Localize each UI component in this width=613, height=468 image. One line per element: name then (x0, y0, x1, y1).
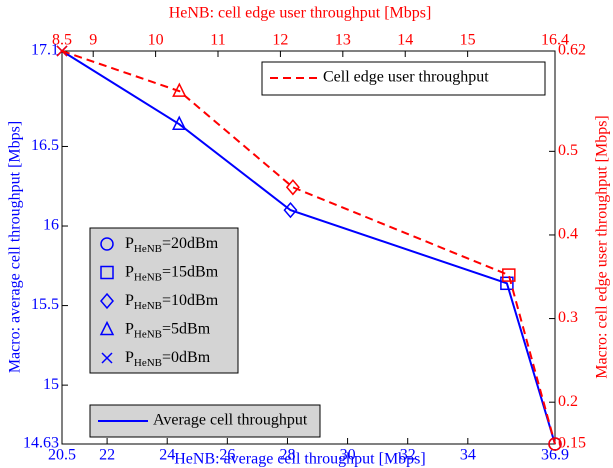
y-tick-label: 16.5 (31, 137, 59, 154)
y-axis-label: Macro: average cell throughput [Mbps] (7, 121, 24, 373)
legend-label-sub: HeNB (134, 243, 162, 255)
x2-tick-label: 14 (397, 32, 413, 49)
x2-tick-label: 9 (89, 32, 97, 49)
legend-label-base: P (125, 320, 134, 337)
legend-label-sub: HeNB (134, 300, 162, 312)
x-axis-label: HeNB: average cell throughput [Mbps] (174, 451, 425, 468)
y2-axis-label: Macro: cell edge user throughput [Mbps] (594, 115, 611, 378)
marker (100, 237, 114, 251)
y2-tick-label: 0.5 (558, 142, 578, 159)
legend-label: PHeNB=0dBm (125, 349, 211, 369)
marker (100, 292, 114, 310)
marker (100, 265, 114, 280)
legend-label-rest: =20dBm (162, 235, 219, 252)
x2-tick-label: 10 (148, 32, 164, 49)
marker (172, 115, 187, 130)
x-tick-label: 30 (340, 447, 356, 464)
y2-tick-label: 0.3 (558, 309, 578, 326)
y2-tick-label: 0.2 (558, 393, 578, 410)
x-tick-label: 26 (219, 447, 235, 464)
marker (99, 320, 115, 336)
x-tick-label: 24 (159, 447, 175, 464)
legend-label: PHeNB=20dBm (125, 235, 219, 255)
x-tick-label: 28 (279, 447, 295, 464)
x-tick-label: 32 (400, 447, 416, 464)
legend-label: PHeNB=5dBm (125, 320, 211, 340)
marker (56, 45, 68, 57)
y-tick-label: 17.1 (31, 42, 59, 59)
legend-label-rest: =10dBm (162, 292, 219, 309)
series-line (61, 50, 556, 445)
x2-tick-label: 11 (210, 32, 225, 49)
y-tick-label: 16 (43, 217, 59, 234)
legend-label-rest: =5dBm (162, 320, 211, 337)
x-tick-label: 22 (99, 447, 115, 464)
marker (283, 201, 298, 219)
legend-label-rest: =0dBm (162, 349, 211, 366)
legend-label-base: P (125, 235, 134, 252)
legend-label-base: P (125, 263, 134, 280)
x2-axis-label: HeNB: cell edge user throughput [Mbps] (169, 5, 432, 22)
legend-box (89, 227, 239, 374)
legend-label-sub: HeNB (134, 328, 162, 340)
legend-label: Average cell throughput (153, 412, 308, 429)
legend-label: Cell edge user throughput (323, 69, 489, 86)
marker (502, 268, 516, 282)
x2-tick-label: 12 (272, 32, 288, 49)
x2-tick-label: 16.4 (541, 32, 569, 49)
legend-label-sub: HeNB (134, 271, 162, 283)
legend-label-rest: =15dBm (162, 263, 219, 280)
series-line (61, 50, 556, 445)
x-tick-label: 20.5 (48, 447, 76, 464)
marker (101, 352, 113, 364)
legend-label: PHeNB=10dBm (125, 292, 219, 312)
y2-tick-label: 0.15 (558, 435, 586, 452)
legend-label-sub: HeNB (134, 357, 162, 369)
legend-label-base: P (125, 349, 134, 366)
x-tick-label: 36.9 (541, 447, 569, 464)
marker (500, 276, 514, 291)
y2-tick-label: 0.62 (558, 42, 586, 59)
x2-tick-label: 8.5 (52, 32, 72, 49)
legend-label-base: P (125, 292, 134, 309)
y-tick-label: 15.5 (31, 296, 59, 313)
x-tick-label: 34 (460, 447, 476, 464)
marker (172, 82, 187, 97)
y-tick-label: 15 (43, 376, 59, 393)
y2-tick-label: 0.4 (558, 226, 578, 243)
x2-tick-label: 13 (335, 32, 351, 49)
x2-tick-label: 15 (460, 32, 476, 49)
marker (285, 179, 300, 196)
legend-label: PHeNB=15dBm (125, 263, 219, 283)
y-tick-label: 14.63 (23, 435, 59, 452)
marker (548, 437, 562, 451)
